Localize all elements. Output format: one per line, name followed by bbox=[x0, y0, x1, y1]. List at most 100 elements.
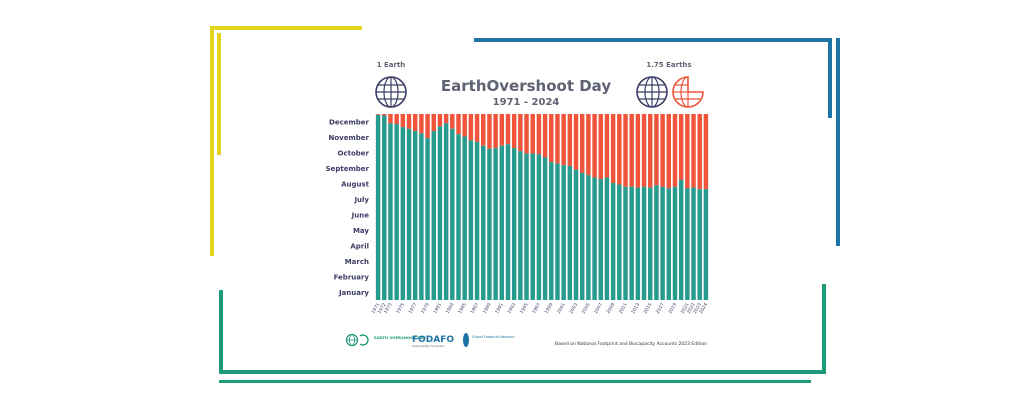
x-tick-label: 2009 bbox=[605, 302, 616, 315]
bar-1986 bbox=[468, 140, 474, 300]
bar-overshoot-2013 bbox=[635, 114, 641, 188]
bar-2023 bbox=[697, 189, 702, 300]
x-tick-label: 1981 bbox=[432, 302, 443, 315]
bar-overshoot-1991 bbox=[499, 114, 505, 146]
bar-2012 bbox=[629, 186, 634, 300]
bar-overshoot-1989 bbox=[487, 114, 492, 149]
fodafo-logo: FODAFO Sustainability Foundation bbox=[412, 335, 454, 348]
bar-overshoot-1994 bbox=[518, 114, 523, 152]
x-tick-label: 1979 bbox=[420, 302, 431, 315]
bar-overshoot-2010 bbox=[617, 114, 622, 185]
bar-2005 bbox=[586, 175, 591, 300]
bar-overshoot-2011 bbox=[623, 114, 628, 187]
bar-1973 bbox=[388, 123, 393, 300]
x-tick-label: 2015 bbox=[643, 302, 654, 315]
bar-overshoot-1975 bbox=[400, 114, 406, 128]
x-tick-label: 2022 bbox=[686, 302, 697, 315]
x-tick-label: 2024 bbox=[698, 302, 709, 315]
bar-overshoot-1973 bbox=[388, 114, 393, 124]
bar-1991 bbox=[499, 145, 505, 300]
bar-overshoot-1972 bbox=[382, 114, 387, 116]
bar-overshoot-2019 bbox=[672, 114, 678, 187]
bar-2010 bbox=[617, 184, 622, 300]
bar-1996 bbox=[530, 153, 535, 300]
x-tick-label: 1999 bbox=[544, 302, 555, 315]
bar-overshoot-1979 bbox=[425, 114, 430, 139]
bar-2024 bbox=[703, 189, 709, 300]
bar-1988 bbox=[481, 145, 486, 300]
bar-2016 bbox=[654, 185, 659, 300]
bar-overshoot-1990 bbox=[493, 114, 498, 149]
y-axis-labels: January February March April May June July Augu… bbox=[326, 118, 370, 297]
x-tick-label: 1985 bbox=[457, 302, 468, 315]
bar-overshoot-1985 bbox=[462, 114, 467, 137]
bar-1992 bbox=[505, 144, 511, 300]
x-tick-label: 1977 bbox=[408, 302, 419, 315]
y-tick-label: August bbox=[341, 180, 370, 188]
bar-overshoot-2016 bbox=[654, 114, 659, 186]
bar-overshoot-2020 bbox=[678, 114, 684, 180]
globe-icon bbox=[375, 76, 407, 108]
bar-overshoot-1976 bbox=[406, 114, 412, 129]
x-tick-label: 2019 bbox=[667, 302, 678, 315]
bar-1982 bbox=[443, 123, 449, 300]
bar-1994 bbox=[518, 151, 523, 300]
y-tick-label: October bbox=[338, 149, 370, 157]
bar-overshoot-2000 bbox=[555, 114, 560, 164]
bar-overshoot-2007 bbox=[598, 114, 603, 180]
frame-yellow-inner bbox=[217, 33, 221, 155]
x-tick-label: 2013 bbox=[630, 302, 641, 315]
logo1-text: EARTH OVERSHOOT DAY bbox=[374, 335, 426, 340]
bar-overshoot-1971 bbox=[375, 114, 381, 115]
y-tick-label: February bbox=[334, 273, 370, 281]
x-tick-label: 1997 bbox=[531, 302, 542, 315]
bar-2020 bbox=[678, 179, 684, 300]
bar-overshoot-2008 bbox=[604, 114, 610, 178]
bar-2000 bbox=[555, 163, 560, 300]
bar-overshoot-1997 bbox=[536, 114, 542, 155]
y-tick-label: December bbox=[329, 118, 370, 126]
bar-overshoot-1998 bbox=[542, 114, 548, 158]
bar-overshoot-1981 bbox=[437, 114, 443, 127]
bar-1974 bbox=[394, 124, 399, 300]
frame-yellow-left bbox=[210, 26, 214, 256]
x-tick-label: 1993 bbox=[506, 302, 517, 315]
bar-overshoot-1980 bbox=[431, 114, 436, 132]
bar-overshoot-1984 bbox=[456, 114, 461, 135]
bar-1976 bbox=[406, 128, 412, 300]
x-tick-label: 1972 bbox=[377, 302, 388, 315]
bar-overshoot-1992 bbox=[505, 114, 511, 145]
bar-overshoot-1982 bbox=[443, 114, 449, 124]
bar-overshoot-1993 bbox=[511, 114, 517, 149]
bar-1987 bbox=[474, 141, 480, 300]
y-tick-label: March bbox=[345, 258, 369, 266]
bars bbox=[375, 114, 709, 301]
y-tick-label: July bbox=[353, 196, 369, 204]
bar-2011 bbox=[623, 186, 628, 300]
bar-overshoot-1995 bbox=[524, 114, 529, 154]
right-earth-label: 1.75 Earths bbox=[646, 61, 691, 69]
chart-title: EarthOvershoot Day bbox=[441, 77, 611, 95]
frame-blue-right bbox=[828, 38, 832, 118]
bar-2006 bbox=[592, 177, 597, 300]
bar-overshoot-2017 bbox=[660, 114, 665, 187]
x-tick-label: 1971 bbox=[370, 302, 381, 315]
bar-2015 bbox=[648, 187, 653, 300]
bar-1993 bbox=[511, 148, 517, 300]
bar-overshoot-1987 bbox=[474, 114, 480, 142]
bar-overshoot-1977 bbox=[412, 114, 418, 132]
partial-globe-icon bbox=[672, 76, 704, 108]
bar-2008 bbox=[604, 177, 610, 300]
frame-green-bottom bbox=[219, 370, 826, 374]
bar-overshoot-2009 bbox=[610, 114, 616, 183]
source-note: Based on National Footprint and Biocapac… bbox=[555, 341, 707, 347]
x-tick-label: 2011 bbox=[618, 302, 629, 315]
bar-2007 bbox=[598, 179, 603, 300]
bar-overshoot-1978 bbox=[419, 114, 424, 134]
left-earth-label: 1 Earth bbox=[377, 61, 406, 69]
bar-1995 bbox=[524, 153, 529, 300]
bar-1979 bbox=[425, 138, 430, 300]
bar-2013 bbox=[635, 187, 641, 300]
